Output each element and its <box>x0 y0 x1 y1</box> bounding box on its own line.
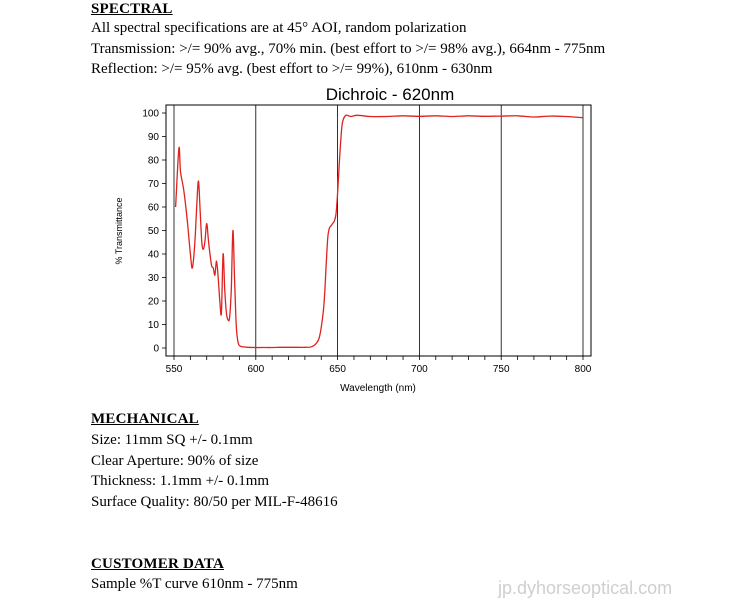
y-tick-label: 0 <box>153 344 159 355</box>
y-tick-label: 20 <box>148 297 160 308</box>
spectral-heading: SPECTRAL <box>91 1 173 17</box>
mechanical-heading: MECHANICAL <box>91 411 199 427</box>
mechanical-thickness-line: Thickness: 1.1mm +/- 0.1mm <box>91 473 270 489</box>
mechanical-size-line: Size: 11mm SQ +/- 0.1mm <box>91 432 253 448</box>
y-tick-label: 40 <box>148 250 160 261</box>
y-axis: 0 10 20 30 40 50 60 70 80 90 100 <box>142 109 166 355</box>
x-tick-label: 800 <box>575 364 592 375</box>
chart-title: Dichroic - 620nm <box>326 85 455 104</box>
y-tick-label: 80 <box>148 156 160 167</box>
y-tick-label: 100 <box>142 109 159 120</box>
customer-data-heading: CUSTOMER DATA <box>91 556 225 572</box>
x-tick-label: 600 <box>247 364 264 375</box>
y-tick-label: 50 <box>148 226 160 237</box>
x-tick-label: 750 <box>493 364 510 375</box>
watermark: jp.dyhorseoptical.com <box>498 578 673 598</box>
x-axis-label: Wavelength (nm) <box>340 383 416 394</box>
x-tick-label: 550 <box>166 364 183 375</box>
y-tick-label: 10 <box>148 320 160 331</box>
x-tick-label: 700 <box>411 364 428 375</box>
x-tick-label: 650 <box>329 364 346 375</box>
y-tick-label: 30 <box>148 273 160 284</box>
y-tick-label: 70 <box>148 179 160 190</box>
y-tick-label: 90 <box>148 132 160 143</box>
chart-grid <box>173 105 584 356</box>
y-tick-label: 60 <box>148 203 160 214</box>
spectral-transmission-line: Transmission: >/= 90% avg., 70% min. (be… <box>91 41 606 57</box>
mechanical-clear-aperture-line: Clear Aperture: 90% of size <box>91 453 259 469</box>
customer-data-line: Sample %T curve 610nm - 775nm <box>91 576 298 592</box>
spectral-reflection-line: Reflection: >/= 95% avg. (best effort to… <box>91 61 493 77</box>
transmittance-curve <box>174 114 584 349</box>
mechanical-surface-quality-line: Surface Quality: 80/50 per MIL-F-48616 <box>91 494 338 510</box>
y-axis-label: % Transmittance <box>114 197 124 264</box>
transmittance-chart: Dichroic - 620nm 0102030405060708090100 … <box>114 85 592 394</box>
x-axis: 550 600 650 700 750 800 <box>166 356 592 375</box>
spectral-aoi-line: All spectral specifications are at 45° A… <box>91 20 467 36</box>
